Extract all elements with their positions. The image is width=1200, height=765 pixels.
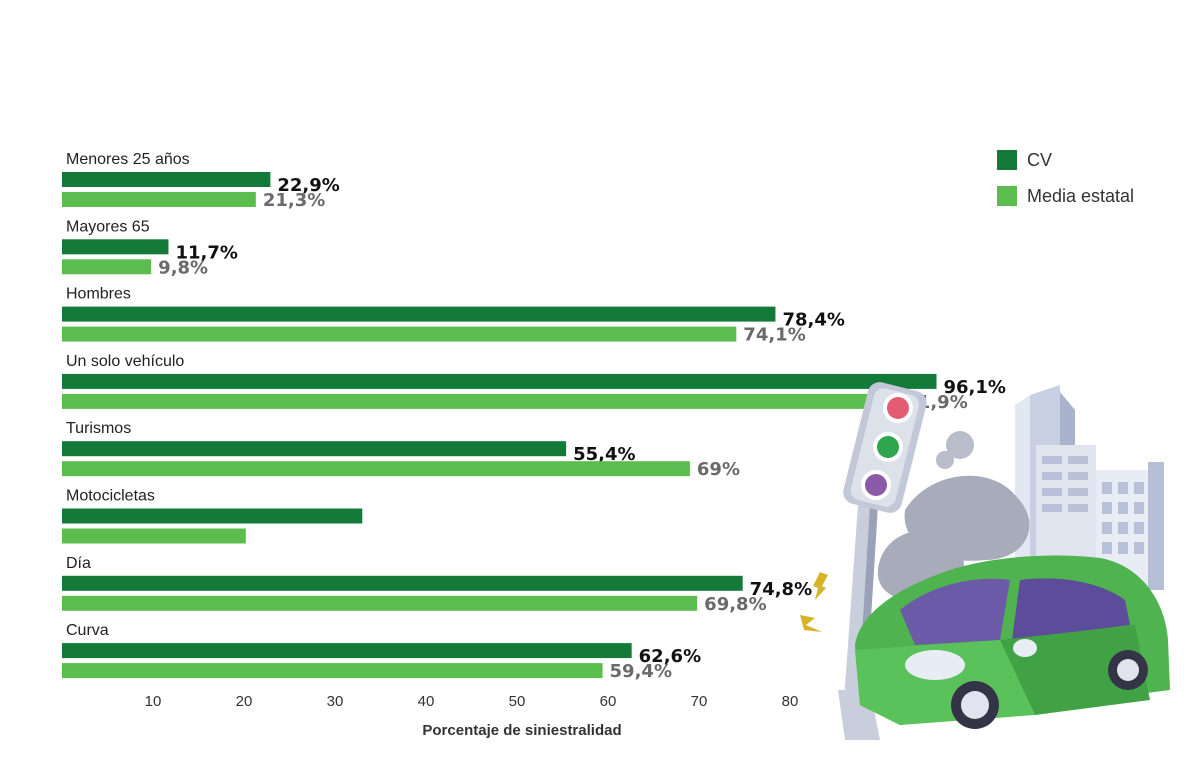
bar-cv-dia bbox=[62, 575, 743, 591]
x-tick-label-30: 30 bbox=[327, 693, 344, 710]
bar-cv-menores-25-anos bbox=[62, 172, 271, 187]
data-label-cv-un-solo-vehiculo: 96,1% bbox=[944, 377, 1006, 398]
bar-media-estatal-curva bbox=[62, 663, 603, 679]
category-label-motocicletas: Motocicletas bbox=[66, 488, 155, 505]
data-label-cv-menores-25-anos: 22,9% bbox=[277, 175, 339, 196]
x-tick-label-50: 50 bbox=[509, 693, 526, 710]
spark-icon bbox=[813, 572, 828, 600]
data-label-cv-dia: 74,8% bbox=[750, 579, 812, 600]
data-label-cv-turismos: 55,4% bbox=[573, 444, 635, 465]
bar-media-estatal-motocicletas bbox=[62, 528, 246, 544]
data-label-media-estatal-menores-25-anos: 21,3% bbox=[263, 190, 325, 211]
x-tick-label-60: 60 bbox=[600, 693, 617, 710]
bar-media-estatal-mayores-65 bbox=[62, 259, 152, 275]
data-label-media-estatal-mayores-65: 9,8% bbox=[158, 257, 208, 278]
data-label-media-estatal-dia: 69,8% bbox=[704, 594, 766, 615]
legend-label-media-estatal: Media estatal bbox=[1027, 186, 1134, 206]
bar-media-estatal-menores-25-anos bbox=[62, 192, 256, 207]
car-crash-traffic-light-illustration bbox=[800, 382, 1170, 740]
x-tick-label-70: 70 bbox=[691, 693, 708, 710]
x-axis-title: Porcentaje de siniestralidad bbox=[422, 722, 621, 739]
bar-cv-curva bbox=[62, 643, 632, 659]
car-icon bbox=[855, 555, 1170, 729]
smoke-icon bbox=[877, 431, 1030, 601]
bar-cv-mayores-65 bbox=[62, 239, 169, 255]
category-label-turismos: Turismos bbox=[66, 420, 131, 437]
legend-label-cv: CV bbox=[1027, 150, 1052, 170]
traffic-light-icon bbox=[838, 382, 927, 740]
x-axis-ticks: 10 20 30 40 50 60 70 80 bbox=[145, 693, 799, 710]
data-label-media-estatal-hombres: 74,1% bbox=[743, 325, 805, 346]
data-label-media-estatal-turismos: 69% bbox=[697, 459, 740, 480]
bar-cv-motocicletas bbox=[62, 508, 363, 524]
bar-cv-hombres bbox=[62, 306, 776, 322]
x-tick-label-40: 40 bbox=[418, 693, 435, 710]
bar-cv-turismos bbox=[62, 441, 567, 457]
data-label-media-estatal-curva: 59,4% bbox=[610, 661, 672, 682]
legend-swatch-media-estatal bbox=[997, 186, 1017, 206]
x-tick-label-20: 20 bbox=[236, 693, 253, 710]
category-label-un-solo-vehiculo: Un solo vehículo bbox=[66, 353, 184, 370]
category-label-dia: Día bbox=[66, 555, 91, 572]
bars-layer: Menores 25 años 22,9%21,3% Mayores 65 11,7%… bbox=[62, 151, 1006, 682]
legend-swatch-cv bbox=[997, 150, 1017, 170]
category-label-menores-25-anos: Menores 25 años bbox=[66, 151, 190, 168]
data-label-cv-hombres: 78,4% bbox=[782, 310, 844, 331]
data-label-cv-curva: 62,6% bbox=[639, 646, 701, 667]
bar-media-estatal-hombres bbox=[62, 326, 737, 342]
legend: CV Media estatal bbox=[997, 150, 1134, 206]
spark-icon bbox=[800, 615, 822, 632]
category-label-mayores-65: Mayores 65 bbox=[66, 218, 150, 235]
x-tick-label-10: 10 bbox=[145, 693, 162, 710]
category-label-curva: Curva bbox=[66, 622, 109, 639]
category-label-hombres: Hombres bbox=[66, 286, 131, 303]
bar-media-estatal-turismos bbox=[62, 461, 690, 477]
bar-media-estatal-dia bbox=[62, 595, 698, 611]
data-label-cv-mayores-65: 11,7% bbox=[175, 242, 237, 263]
bar-cv-un-solo-vehiculo bbox=[62, 373, 937, 389]
bar-media-estatal-un-solo-vehiculo bbox=[62, 393, 899, 409]
x-tick-label-80: 80 bbox=[782, 693, 799, 710]
